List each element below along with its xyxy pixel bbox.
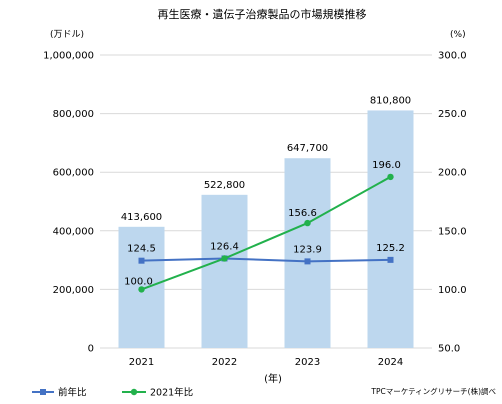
- x-tick-label: 2021: [129, 357, 154, 368]
- right-tick-label: 250.0: [438, 109, 467, 120]
- bar-value-label: 522,800: [204, 180, 245, 191]
- chart-title: 再生医療・遺伝子治療製品の市場規模推移: [158, 7, 367, 21]
- x-axis-label: (年): [264, 372, 282, 385]
- bar-value-label: 810,800: [370, 95, 411, 106]
- x-tick-label: 2024: [378, 357, 403, 368]
- line-value-label: 123.9: [293, 244, 322, 255]
- legend: 前年比 2021年比: [32, 387, 193, 399]
- legend-marker-yoy: [40, 389, 46, 395]
- legend-label-vs2021: 2021年比: [150, 387, 193, 399]
- right-tick-label: 200.0: [438, 168, 467, 179]
- series-marker: [138, 286, 145, 293]
- line-value-label: 100.0: [124, 276, 153, 287]
- x-tick-label: 2022: [212, 357, 237, 368]
- left-axis-ticks: 0 200,000 400,000 600,000 800,000 1,000,000: [43, 51, 94, 355]
- line-value-label: 124.5: [127, 244, 156, 255]
- bar: [367, 110, 414, 348]
- series-marker: [304, 219, 311, 227]
- bar: [201, 194, 248, 348]
- line-value-label: 156.6: [288, 208, 317, 219]
- right-axis-unit: (%): [450, 30, 466, 40]
- source-note: TPCマーケティングリサーチ(株)調べ: [370, 386, 496, 396]
- right-axis-ticks: 50.0 100.0 150.0 200.0 250.0 300.0: [438, 51, 467, 355]
- bar: [284, 158, 331, 348]
- line-value-label: 126.4: [210, 241, 239, 252]
- bar-data-labels: 413,600 522,800 647,700 810,800: [121, 95, 411, 222]
- legend-marker-vs2021: [130, 388, 138, 396]
- line-series: [138, 173, 394, 293]
- line-data-labels: 124.5 126.4 123.9 125.2 100.0 156.6 196.0: [124, 160, 405, 288]
- left-tick-label: 800,000: [53, 109, 94, 120]
- series-marker: [387, 256, 394, 263]
- right-tick-label: 50.0: [438, 344, 460, 355]
- bar-value-label: 413,600: [121, 212, 162, 223]
- line-value-label: 196.0: [372, 160, 401, 171]
- left-tick-label: 1,000,000: [43, 51, 94, 62]
- left-tick-label: 600,000: [53, 168, 94, 179]
- bar-value-label: 647,700: [287, 143, 328, 154]
- series-line-0: [141, 257, 391, 263]
- series-marker: [138, 257, 145, 264]
- left-tick-label: 0: [88, 344, 94, 355]
- left-tick-label: 200,000: [53, 285, 94, 296]
- line-value-label: 125.2: [376, 243, 405, 254]
- series-marker: [387, 173, 394, 181]
- x-tick-label: 2023: [295, 357, 320, 368]
- series-marker: [304, 258, 311, 265]
- left-axis-unit: (万ドル): [50, 30, 84, 40]
- x-axis-ticks: 2021 2022 2023 2024: [129, 357, 403, 368]
- right-tick-label: 300.0: [438, 51, 467, 62]
- series-line-1: [141, 176, 391, 291]
- legend-label-yoy: 前年比: [58, 387, 87, 399]
- series-marker: [221, 255, 228, 262]
- right-tick-label: 100.0: [438, 285, 467, 296]
- bar-series: [118, 110, 414, 348]
- right-tick-label: 150.0: [438, 226, 467, 237]
- left-tick-label: 400,000: [53, 226, 94, 237]
